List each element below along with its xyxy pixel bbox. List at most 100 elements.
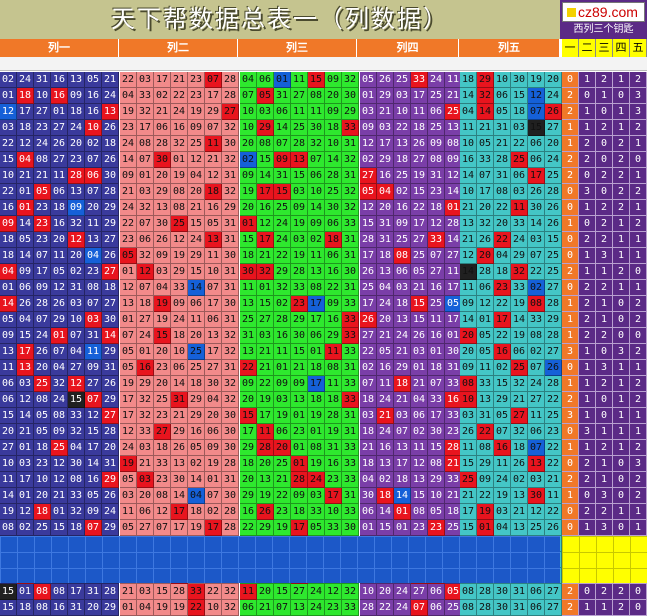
table-cell: 24 [102, 504, 119, 520]
table-cell: 31 [342, 168, 359, 184]
table-cell: 10 [68, 312, 85, 328]
table-cell: 08 [494, 184, 511, 200]
table-cell: 02 [394, 184, 411, 200]
table-cell: 03 [360, 408, 377, 424]
table-cell: 01 [17, 584, 34, 600]
stat-cell: 1 [613, 104, 630, 120]
table-cell: 18 [394, 472, 411, 488]
table-cell: 22 [0, 184, 17, 200]
table-cell: 16 [257, 200, 274, 216]
stat-cell: 1 [562, 136, 579, 152]
table-cell: 13 [68, 184, 85, 200]
table-cell: 09 [325, 104, 342, 120]
table-cell: 27 [137, 520, 154, 536]
table-cell: 22 [477, 488, 494, 504]
table-cell: 26 [545, 216, 562, 232]
table-cell: 32 [222, 392, 239, 408]
table-cell: 19 [308, 408, 325, 424]
table-cell: 31 [222, 168, 239, 184]
site-logo-badge[interactable]: cz89.com [562, 2, 645, 22]
table-cell: 03 [360, 104, 377, 120]
table-cell: 28 [291, 472, 308, 488]
table-cell: 29 [257, 120, 274, 136]
table-cell: 20 [494, 216, 511, 232]
table-cell: 17 [477, 184, 494, 200]
table-cell: 21 [511, 504, 528, 520]
stat-cell: 1 [596, 88, 613, 104]
table-cell: 31 [171, 392, 188, 408]
table-cell: 32 [222, 120, 239, 136]
table-cell: 11 [325, 344, 342, 360]
table-cell: 07 [137, 280, 154, 296]
table-cell: 14 [85, 456, 102, 472]
table-cell: 31 [222, 232, 239, 248]
stat-cell: 1 [596, 424, 613, 440]
table-cell: 01 [137, 344, 154, 360]
table-cell: 25 [51, 440, 68, 456]
table-cell: 30 [494, 600, 511, 616]
table-cell: 01 [205, 472, 222, 488]
table-cell: 28 [34, 296, 51, 312]
table-cell: 24 [511, 232, 528, 248]
table-cell: 23 [325, 472, 342, 488]
table-cell: 33 [342, 392, 359, 408]
table-cell: 25 [34, 376, 51, 392]
table-cell: 18 [17, 600, 34, 616]
table-cell: 21 [257, 248, 274, 264]
table-cell: 04 [377, 280, 394, 296]
table-cell: 02 [85, 136, 102, 152]
stat-cell: 0 [562, 280, 579, 296]
table-cell: 17 [85, 440, 102, 456]
table-cell: 16 [85, 472, 102, 488]
site-name[interactable]: cz89.com [578, 4, 638, 20]
data-table-col1: 02 24 31 16 13 05 21 01 18 10 16 09 16 24 12 17 27 01 18 16… [0, 72, 119, 616]
table-cell: 26 [34, 344, 51, 360]
table-cell: 27 [411, 152, 428, 168]
table-cell: 01 [308, 344, 325, 360]
table-cell: 18 [411, 120, 428, 136]
stat-cell: 1 [630, 280, 647, 296]
table-cell: 06 [511, 344, 528, 360]
table-cell: 14 [120, 152, 137, 168]
table-cell: 26 [477, 232, 494, 248]
stat-cell: 1 [579, 600, 596, 616]
header-separator [0, 57, 647, 71]
stat-cell: 0 [613, 488, 630, 504]
table-cell: 22 [494, 296, 511, 312]
table-cell: 21 [257, 360, 274, 376]
table-cell: 24 [308, 584, 325, 600]
table-cell: 17 [428, 408, 445, 424]
table-cell: 02 [377, 472, 394, 488]
table-cell: 06 [394, 264, 411, 280]
table-cell: 14 [528, 216, 545, 232]
stat-cell: 2 [596, 168, 613, 184]
table-cell: 15 [291, 344, 308, 360]
stat-cell: 2 [630, 184, 647, 200]
table-cell: 14 [171, 376, 188, 392]
stat-cell: 2 [562, 88, 579, 104]
table-cell: 20 [188, 184, 205, 200]
table-cell: 29 [154, 184, 171, 200]
table-cell: 06 [205, 312, 222, 328]
table-cell: 20 [257, 584, 274, 600]
table-cell: 21 [411, 376, 428, 392]
table-cell: 07 [85, 392, 102, 408]
table-cell: 09 [240, 376, 257, 392]
table-cell: 20 [377, 584, 394, 600]
table-cell: 24 [188, 232, 205, 248]
table-cell: 27 [545, 120, 562, 136]
table-cell: 28 [477, 264, 494, 280]
table-cell: 21 [137, 456, 154, 472]
table-cell: 10 [171, 344, 188, 360]
table-cell: 29 [102, 472, 119, 488]
stat-cell: 1 [630, 248, 647, 264]
table-cell: 06 [51, 184, 68, 200]
table-cell: 20 [51, 232, 68, 248]
stat-cell: 1 [579, 520, 596, 536]
table-cell: 19 [240, 184, 257, 200]
table-cell: 11 [0, 472, 17, 488]
stat-cell: 2 [630, 296, 647, 312]
column-header-2: 列二 [119, 39, 238, 57]
table-cell: 01 [394, 520, 411, 536]
table-cell: 07 [528, 360, 545, 376]
